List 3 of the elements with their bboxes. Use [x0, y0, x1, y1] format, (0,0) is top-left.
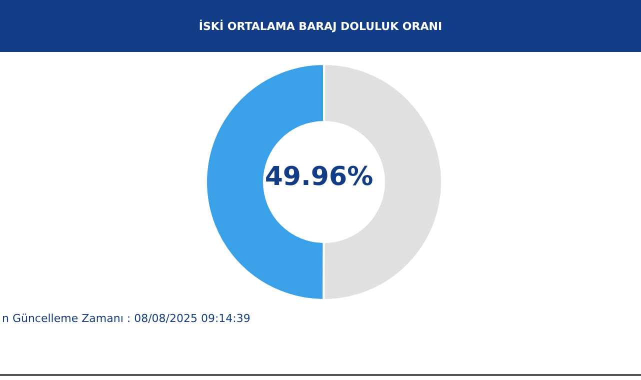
chart-title: İSKİ ORTALAMA BARAJ DOLULUK ORANI — [0, 0, 641, 52]
data-label: 49.96% — [264, 162, 374, 192]
text: n Güncelleme Zamanı : 08/08/2025 09:14:39 — [2, 312, 250, 325]
